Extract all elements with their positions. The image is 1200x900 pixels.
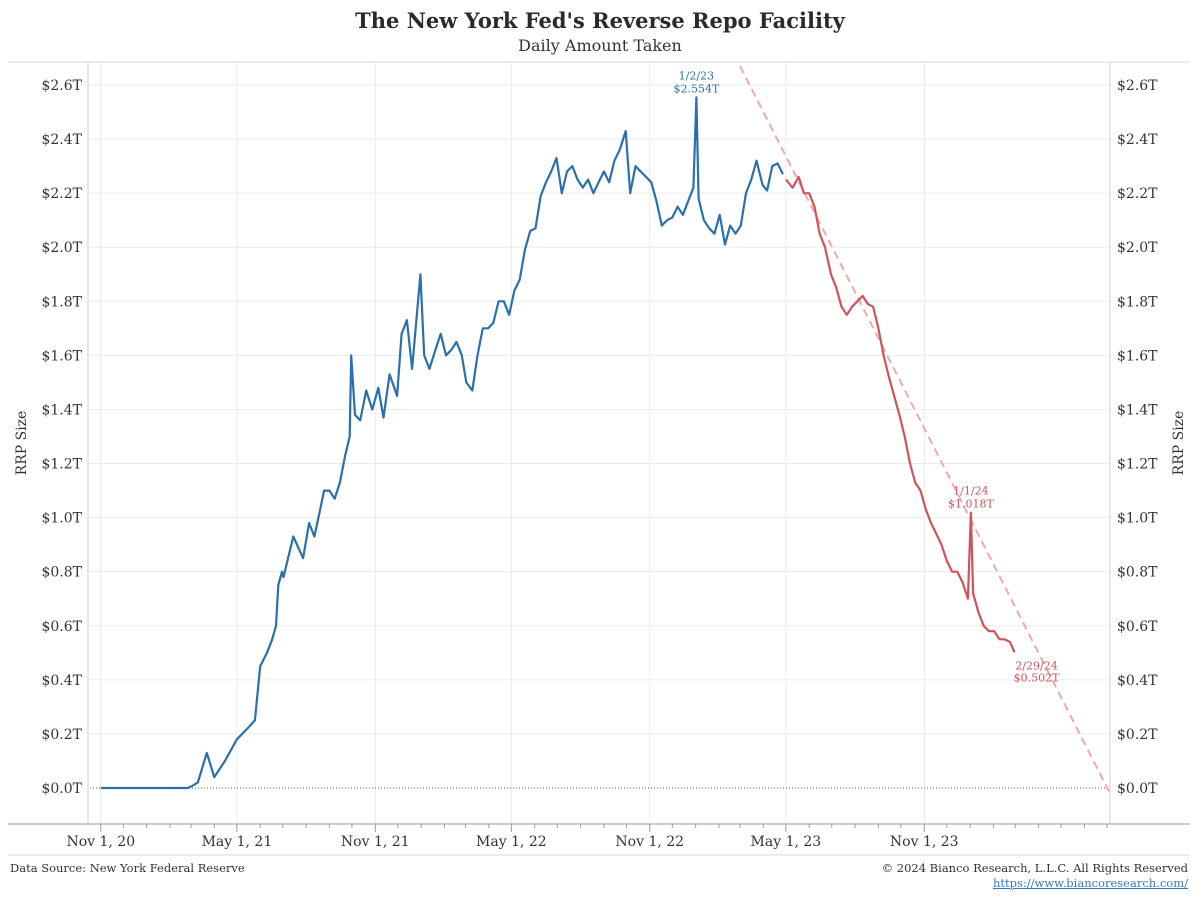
y-tick-label-left: $2.6T (41, 78, 82, 94)
y-tick-label-left: $1.4T (41, 402, 82, 418)
annotation-date-label: 2/29/24 (1015, 659, 1057, 672)
x-tick-label: May 1, 23 (751, 834, 822, 850)
x-tick-label: Nov 1, 20 (66, 834, 135, 850)
website-link[interactable]: https://www.biancoresearch.com/ (992, 876, 1188, 890)
y-tick-label-right: $1.2T (1117, 457, 1158, 473)
y-tick-label-right: $2.6T (1117, 78, 1158, 94)
y-tick-label-left: $0.4T (41, 673, 82, 689)
y-axis-title-right: RRP Size (1171, 411, 1187, 476)
y-tick-label-left: $2.2T (41, 186, 82, 202)
x-tick-label: Nov 1, 23 (890, 834, 959, 850)
y-axis-title-left: RRP Size (14, 411, 30, 476)
y-tick-label-left: $2.4T (41, 132, 82, 148)
y-tick-label-left: $1.0T (41, 511, 82, 527)
x-tick-label: Nov 1, 22 (615, 834, 684, 850)
copyright-block: © 2024 Bianco Research, L.L.C. All Right… (882, 861, 1188, 891)
y-tick-label-right: $0.0T (1117, 781, 1158, 797)
x-tick-label: May 1, 22 (476, 834, 547, 850)
y-tick-label-right: $0.6T (1117, 619, 1158, 635)
y-tick-label-right: $2.2T (1117, 186, 1158, 202)
annotation-value-label: $2.554T (673, 82, 719, 95)
x-tick-label: Nov 1, 21 (341, 834, 410, 850)
copyright-text: © 2024 Bianco Research, L.L.C. All Right… (881, 861, 1188, 875)
y-tick-label-left: $1.8T (41, 294, 82, 310)
data-source-note: Data Source: New York Federal Reserve (10, 861, 245, 875)
annotation-value-label: $0.502T (1014, 671, 1060, 684)
y-tick-label-right: $1.6T (1117, 348, 1158, 364)
y-tick-label-left: $0.2T (41, 727, 82, 743)
y-tick-label-right: $0.4T (1117, 673, 1158, 689)
chart-title: The New York Fed's Reverse Repo Facility (355, 8, 845, 33)
rrp-series-blue-line (100, 96, 784, 790)
y-tick-label-left: $1.6T (41, 348, 82, 364)
y-tick-label-right: $1.8T (1117, 294, 1158, 310)
y-tick-label-right: $0.8T (1117, 565, 1158, 581)
y-tick-label-left: $0.8T (41, 565, 82, 581)
annotation-value-label: $1.018T (948, 498, 994, 511)
rrp-series-red-line (785, 175, 1016, 653)
y-tick-label-left: $0.6T (41, 619, 82, 635)
y-tick-label-right: $0.2T (1117, 727, 1158, 743)
y-tick-label-right: $1.0T (1117, 511, 1158, 527)
y-tick-label-right: $2.0T (1117, 240, 1158, 256)
y-tick-label-right: $1.4T (1117, 402, 1158, 418)
annotation-date-label: 1/1/24 (953, 485, 988, 498)
annotation-date-label: 1/2/23 (679, 69, 714, 82)
chart-subtitle: Daily Amount Taken (518, 36, 682, 55)
y-tick-label-left: $2.0T (41, 240, 82, 256)
y-tick-label-left: $0.0T (41, 781, 82, 797)
x-tick-label: May 1, 21 (202, 834, 273, 850)
trend-line (739, 65, 1111, 794)
y-tick-label-right: $2.4T (1117, 132, 1158, 148)
y-tick-label-left: $1.2T (41, 457, 82, 473)
